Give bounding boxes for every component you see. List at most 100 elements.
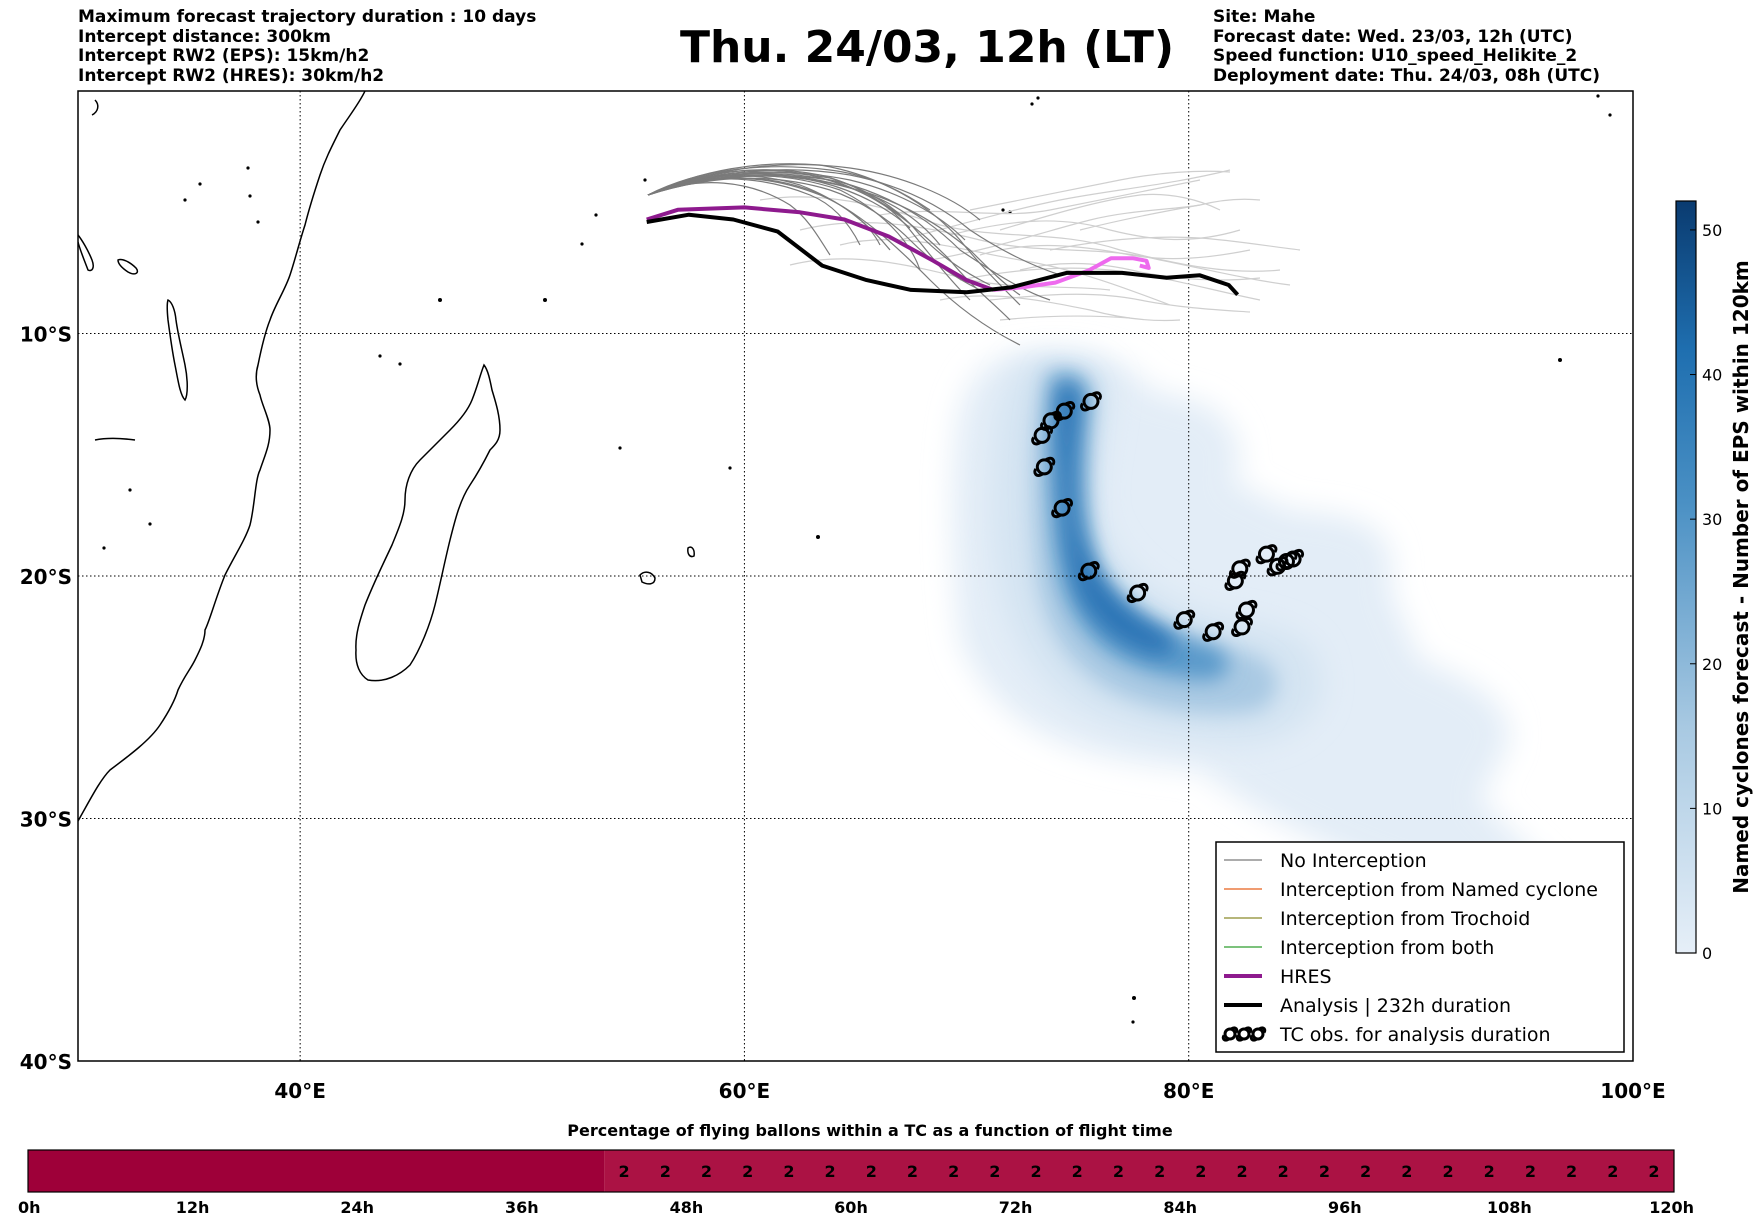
legend-label: Interception from Trochoid xyxy=(1280,908,1530,930)
island xyxy=(166,298,188,402)
island xyxy=(687,546,695,558)
legend-item: Interception from both xyxy=(1224,937,1494,959)
page-title: Thu. 24/03, 12h (LT) xyxy=(679,22,1175,73)
tc-symbol-icon xyxy=(1077,561,1100,582)
legend: No Interception Interception from Named c… xyxy=(1215,841,1625,1053)
latitude-labels: 10°S 20°S 30°S 40°S xyxy=(20,323,72,1075)
bar-hour-tick: 72h xyxy=(999,1198,1033,1217)
island xyxy=(94,437,136,441)
bar-hour-tick: 12h xyxy=(176,1198,210,1217)
bar-value-label: 2 xyxy=(1072,1162,1083,1181)
tc-symbol-icon xyxy=(1249,1026,1267,1042)
colorbar-label: Named cyclones forecast - Number of EPS … xyxy=(1729,260,1753,894)
lat-tick-label: 20°S xyxy=(20,565,72,589)
legend-label: Analysis | 232h duration xyxy=(1280,995,1511,1017)
header-line: Intercept distance: 300km xyxy=(78,26,331,47)
analysis-track xyxy=(646,212,1240,297)
bar-hour-tick: 108h xyxy=(1487,1198,1532,1217)
hres-track-late xyxy=(993,256,1151,292)
bar-value-label: 2 xyxy=(1113,1162,1124,1181)
legend-label: HRES xyxy=(1280,966,1332,988)
bar-value-label: 2 xyxy=(1195,1162,1206,1181)
map-gridlines xyxy=(78,91,1633,1061)
bar-value-label: 2 xyxy=(1401,1162,1412,1181)
bottom-bar: 2 2 2 2 2 2 2 2 2 2 2 2 2 2 2 2 2 2 2 2 2 2 2 2 2 2 0h 12h 24h 36h 48h… xyxy=(18,1149,1694,1217)
tc-symbol-icon xyxy=(1228,558,1251,579)
bar-value-label: 2 xyxy=(1607,1162,1618,1181)
bar-value-label: 2 xyxy=(619,1162,630,1181)
colorbar-tick-label: 20 xyxy=(1702,655,1722,674)
density-colorbar: Named cyclones forecast - Number of EPS … xyxy=(1675,200,1753,963)
bar-value-label: 2 xyxy=(825,1162,836,1181)
bar-value-label: 2 xyxy=(660,1162,671,1181)
legend-item: Analysis | 232h duration xyxy=(1224,995,1511,1017)
header-line: Maximum forecast trajectory duration : 1… xyxy=(78,7,537,27)
bar-value-label: 2 xyxy=(701,1162,712,1181)
bar-value-label: 2 xyxy=(1319,1162,1330,1181)
island xyxy=(117,258,139,275)
header-line: Site: Mahe xyxy=(1213,7,1316,27)
lon-tick-label: 60°E xyxy=(719,1079,771,1103)
island xyxy=(639,571,656,585)
colorbar-tick-label: 0 xyxy=(1702,944,1712,963)
bar-value-label: 2 xyxy=(866,1162,877,1181)
legend-label: Interception from both xyxy=(1280,937,1494,959)
tc-symbol-icon xyxy=(1126,582,1149,603)
header-right-info: Site: Mahe Forecast date: Wed. 23/03, 12… xyxy=(1213,7,1600,86)
header-line: Forecast date: Wed. 23/03, 12h (UTC) xyxy=(1213,26,1573,47)
tc-symbol-icon xyxy=(1080,391,1102,412)
island xyxy=(91,99,99,116)
small-islands xyxy=(102,94,1612,1024)
bar-value-label: 2 xyxy=(1566,1162,1577,1181)
tc-symbol-icon xyxy=(1202,621,1225,642)
tc-symbol-icon xyxy=(1051,498,1074,519)
bar-value-label: 2 xyxy=(948,1162,959,1181)
tc-symbol-icon xyxy=(1235,1026,1253,1042)
bar-hour-tick: 60h xyxy=(834,1198,868,1217)
lon-tick-label: 100°E xyxy=(1600,1079,1665,1103)
bar-value-label: 2 xyxy=(1484,1162,1495,1181)
tc-symbol-icon xyxy=(1231,616,1253,637)
map-frame xyxy=(77,90,1634,1062)
legend-item: Interception from Named cyclone xyxy=(1224,879,1598,901)
bar-value-label: 2 xyxy=(989,1162,1000,1181)
tc-symbol-icon xyxy=(1221,1026,1239,1042)
bottom-bar-title: Percentage of flying ballons within a TC… xyxy=(567,1121,1173,1140)
legend-box xyxy=(1215,841,1625,1053)
colorbar-gradient xyxy=(1675,200,1697,954)
cyclone-density-field xyxy=(952,351,1582,930)
legend-item: Interception from Trochoid xyxy=(1224,908,1530,930)
hres-track xyxy=(646,205,994,292)
bar-value-label: 2 xyxy=(1154,1162,1165,1181)
tc-symbol-icon xyxy=(1033,456,1056,477)
bar-hour-tick: 24h xyxy=(340,1198,374,1217)
bar-value-label: 2 xyxy=(1648,1162,1659,1181)
tc-symbol-icon xyxy=(1173,609,1196,630)
header-line: Deployment date: Thu. 24/03, 08h (UTC) xyxy=(1213,65,1600,86)
bar-value-label: 2 xyxy=(1236,1162,1247,1181)
tc-symbol-icon xyxy=(1031,425,1054,446)
island xyxy=(78,234,94,272)
tc-observations xyxy=(1031,391,1305,642)
legend-label: TC obs. for analysis duration xyxy=(1279,1024,1551,1046)
tc-symbol-icon xyxy=(1235,599,1258,620)
colorbar-tick-label: 40 xyxy=(1702,366,1722,385)
bar-value-label: 2 xyxy=(742,1162,753,1181)
bar-hour-tick: 0h xyxy=(18,1198,41,1217)
bar-hour-tick: 96h xyxy=(1328,1198,1362,1217)
colorbar-tick-label: 30 xyxy=(1702,510,1722,529)
bar-value-label: 2 xyxy=(1525,1162,1536,1181)
bar-value-label: 2 xyxy=(1278,1162,1289,1181)
bar-hour-tick: 120h xyxy=(1649,1198,1694,1217)
legend-item: HRES xyxy=(1224,966,1332,988)
lat-tick-label: 10°S xyxy=(20,323,72,347)
bar-segment-low xyxy=(604,1150,1674,1192)
header-line: Intercept RW2 (EPS): 15km/h2 xyxy=(78,46,370,66)
legend-item: No Interception xyxy=(1224,850,1427,872)
legend-item: TC obs. for analysis duration xyxy=(1221,1024,1551,1046)
map-area: No Interception Interception from Named c… xyxy=(78,91,1633,1061)
colorbar-tick-label: 10 xyxy=(1702,799,1722,818)
lon-tick-label: 80°E xyxy=(1163,1079,1215,1103)
bar-hour-tick: 36h xyxy=(505,1198,539,1217)
bar-hour-tick: 84h xyxy=(1163,1198,1197,1217)
